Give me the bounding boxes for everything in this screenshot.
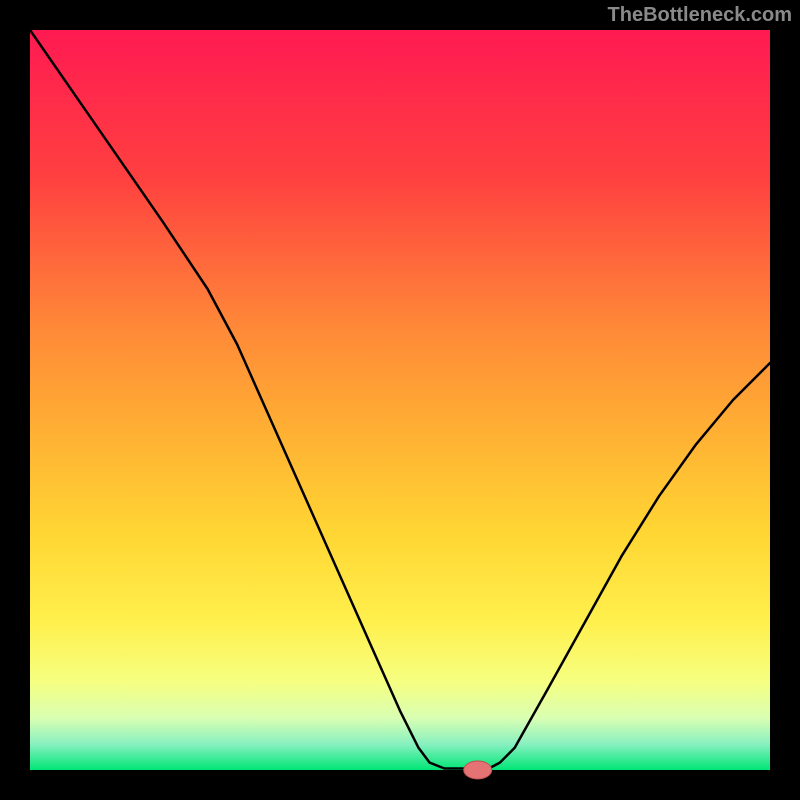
chart-svg [0,0,800,800]
watermark-text: TheBottleneck.com [608,4,792,27]
bottleneck-chart: TheBottleneck.com [0,0,800,800]
gradient-plot-area [30,30,770,770]
optimal-point-marker [464,761,492,779]
